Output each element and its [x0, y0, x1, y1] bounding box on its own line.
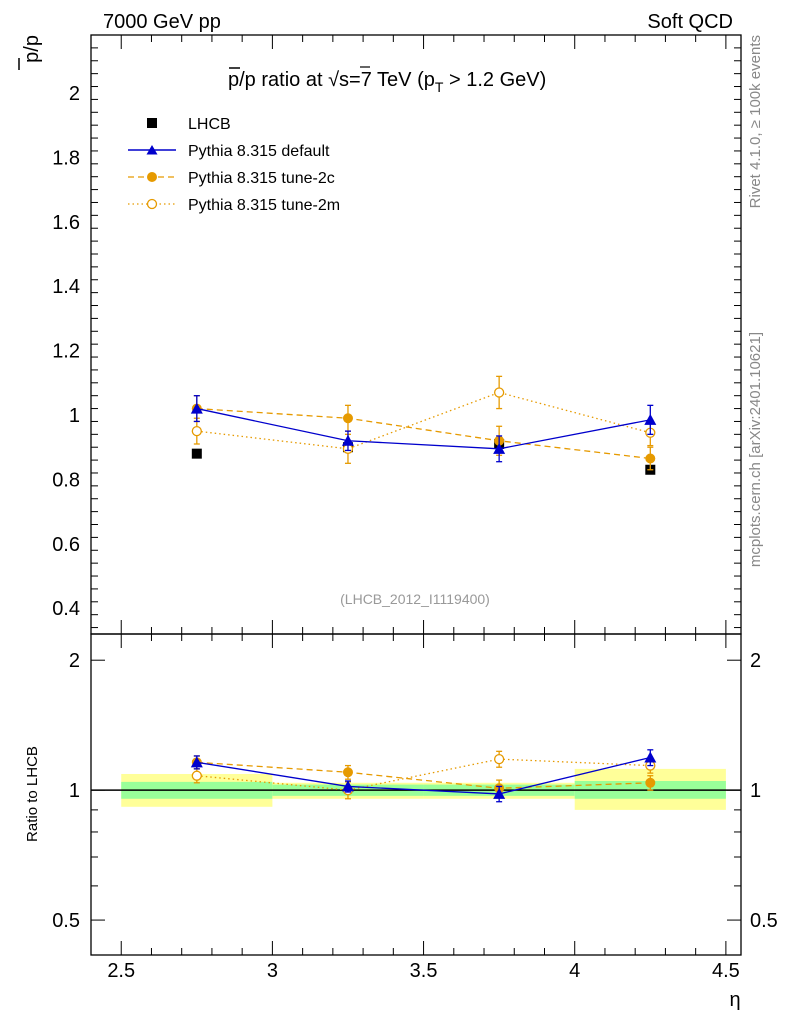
- y-tick-label-main: 1.8: [52, 147, 80, 169]
- title-part-sqrt: √: [328, 69, 339, 91]
- data-point-default-ratio: [493, 787, 506, 799]
- y-axis-label-main-text: p/p: [21, 35, 43, 63]
- data-point-default: [190, 402, 203, 414]
- data-point-tune-2c: [342, 413, 353, 424]
- series-ratio: [190, 749, 657, 803]
- header-right: Soft QCD: [647, 11, 733, 33]
- side-label-bottom: mcplots.cern.ch [arXiv:2401.10621]: [747, 332, 764, 567]
- data-point-tune-2c-ratio: [645, 777, 656, 788]
- legend-label-lhcb: LHCB: [188, 116, 231, 133]
- axes-main: 0.4 0.6 0.8 1 1.2 1.4 1.6 1.8 2: [52, 34, 742, 635]
- legend-entry-tune-2m: Pythia 8.315 tune-2m: [128, 197, 340, 214]
- x-tick-label: 3.5: [410, 960, 438, 982]
- legend-entry-lhcb: LHCB: [147, 116, 231, 133]
- title-part-sub: T: [435, 79, 444, 95]
- data-point-lhcb: [191, 448, 202, 459]
- y-tick-label-main: 1: [69, 405, 80, 427]
- y-tick-label-ratio-right: 1: [750, 780, 761, 802]
- data-point-tune-2c-ratio: [342, 767, 353, 778]
- y-axis-label-ratio: Ratio to LHCB: [24, 746, 41, 842]
- title-part-lead: p/p ratio at: [228, 69, 328, 91]
- y-tick-label-ratio-right: 0.5: [750, 910, 778, 932]
- series-line-tune-2c: [196, 407, 651, 460]
- y-tick-label-ratio-left: 0.5: [52, 910, 80, 932]
- title-part-s: s=7 TeV (p: [339, 69, 435, 91]
- series-line-tune-2c-ratio: [196, 761, 651, 789]
- data-point-tune-2m: [493, 387, 505, 398]
- legend-marker-tune-2m: [146, 198, 158, 210]
- header-left: 7000 GeV pp: [103, 11, 221, 33]
- y-axis-label-main: p/p: [18, 35, 43, 70]
- chart-title-text: p/p ratio at √s=7 TeV (pT > 1.2 GeV): [228, 69, 546, 95]
- data-point-tune-2m-ratio: [191, 770, 202, 781]
- side-label-top: Rivet 4.1.0, ≥ 100k events: [747, 35, 764, 208]
- y-tick-label-main: 0.6: [52, 534, 80, 556]
- legend-marker-default: [146, 145, 158, 155]
- x-tick-label: 3: [267, 960, 278, 982]
- y-tick-label-main: 0.4: [52, 598, 80, 620]
- y-tick-label-ratio-left: 2: [69, 650, 80, 672]
- series-line-tune-2m: [196, 391, 651, 450]
- y-tick-label-main: 2: [69, 83, 80, 105]
- y-tick-label-main: 0.8: [52, 469, 80, 491]
- data-point-tune-2c: [645, 453, 656, 464]
- y-tick-label-main: 1.2: [52, 341, 80, 363]
- chart-title: p/p ratio at √s=7 TeV (pT > 1.2 GeV): [228, 66, 546, 95]
- data-point-default: [341, 434, 354, 446]
- series-line-default-ratio: [196, 756, 651, 795]
- legend-marker-tune-2c: [147, 172, 157, 182]
- title-part-tail: > 1.2 GeV): [443, 69, 546, 91]
- analysis-tag: (LHCB_2012_I1119400): [340, 591, 490, 607]
- legend: LHCB Pythia 8.315 default Pythia 8.315 t…: [128, 116, 340, 214]
- data-point-default-ratio: [190, 756, 203, 768]
- x-axis-label: η: [729, 989, 740, 1011]
- legend-label-tune-2m: Pythia 8.315 tune-2m: [188, 197, 340, 214]
- data-point-tune-2m: [191, 425, 202, 437]
- data-point-default-ratio: [341, 780, 354, 792]
- y-tick-label-main: 1.6: [52, 212, 80, 234]
- series-main: [190, 375, 657, 475]
- series-line-default: [196, 407, 651, 450]
- legend-label-tune-2c: Pythia 8.315 tune-2c: [188, 170, 335, 187]
- y-tick-label-ratio-left: 1: [69, 780, 80, 802]
- legend-entry-default: Pythia 8.315 default: [128, 143, 330, 160]
- data-point-default: [493, 442, 506, 454]
- x-tick-label: 4.5: [712, 960, 740, 982]
- data-point-tune-2m-ratio: [493, 753, 505, 765]
- legend-label-default: Pythia 8.315 default: [188, 143, 330, 160]
- axes-ratio: 2.5 3 3.5 4 4.5 0.5 0.5 1 1 2 2: [52, 633, 778, 982]
- x-tick-label: 4: [569, 960, 580, 982]
- data-point-default-ratio: [644, 751, 657, 763]
- y-tick-label-main: 1.4: [52, 276, 80, 298]
- y-tick-label-ratio-right: 2: [750, 650, 761, 672]
- legend-marker-lhcb: [147, 118, 157, 128]
- data-point-default: [644, 413, 657, 425]
- legend-entry-tune-2c: Pythia 8.315 tune-2c: [128, 170, 335, 187]
- ratio-plot-frame: [90, 633, 742, 956]
- x-tick-label: 2.5: [107, 960, 135, 982]
